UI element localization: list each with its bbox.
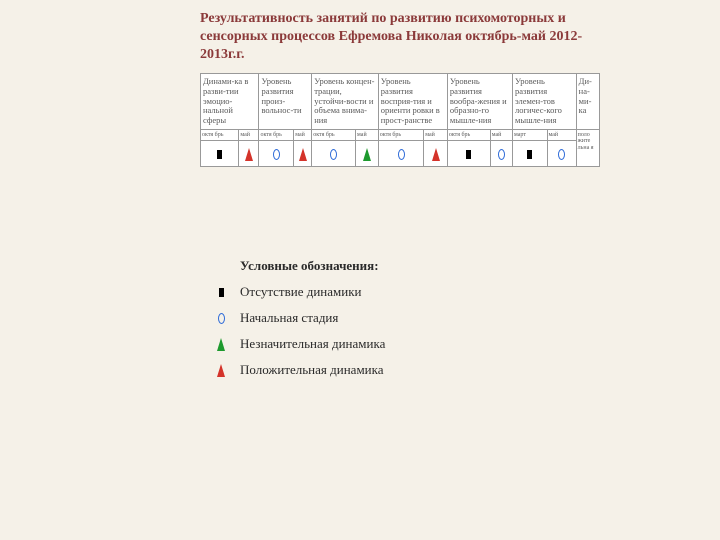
sym-8 [466,150,471,159]
legend: Условные обозначения: Отсутствие динамик… [240,258,385,388]
legend-item-1: Начальная стадия [240,310,385,326]
cell-8 [447,141,490,167]
m11: май [547,129,576,141]
sym-0 [217,150,222,159]
cell-6 [378,141,424,167]
legend-item-2: Незначительная динамика [240,336,385,352]
cell-11 [547,141,576,167]
legend-sym-2 [217,338,225,351]
header-row: Динами-ка в разви-тии эмоцио-нальной сфе… [201,74,600,130]
m0: октя брь [201,129,239,141]
icons-row [201,141,600,167]
cell-4 [312,141,356,167]
cell-0 [201,141,239,167]
m10: март [512,129,547,141]
legend-sym-0 [219,288,224,297]
results-table: Динами-ка в разви-тии эмоцио-нальной сфе… [200,73,600,167]
m7: май [424,129,448,141]
legend-text-2: Незначительная динамика [240,336,385,352]
result-label: поло жите льна я [576,129,599,167]
cell-3 [294,141,312,167]
hdr-3: Уровень развития восприя-тия и ориенти р… [378,74,447,130]
page-title: Результативность занятий по развитию пси… [200,10,600,65]
months-row: октя брь май октя брь май октя брь май о… [201,129,600,141]
legend-title: Условные обозначения: [240,258,385,274]
sym-5 [363,148,371,161]
sym-2 [273,149,280,160]
legend-text-3: Положительная динамика [240,362,384,378]
cell-2 [259,141,294,167]
m5: май [356,129,379,141]
legend-text-0: Отсутствие динамики [240,284,362,300]
legend-item-3: Положительная динамика [240,362,385,378]
m4: октя брь [312,129,356,141]
cell-9 [490,141,512,167]
sym-1 [245,148,253,161]
sym-10 [527,150,532,159]
m9: май [490,129,512,141]
sym-3 [299,148,307,161]
hdr-0: Динами-ка в разви-тии эмоцио-нальной сфе… [201,74,259,130]
hdr-4: Уровень развития вообра-жения и образно-… [447,74,512,130]
legend-sym-3 [217,364,225,377]
m2: октя брь [259,129,294,141]
m6: октя брь [378,129,424,141]
hdr-6: Ди-на-ми-ка [576,74,599,130]
sym-11 [558,149,565,160]
hdr-2: Уровень концен-трации, устойчи-вости и о… [312,74,379,130]
legend-item-0: Отсутствие динамики [240,284,385,300]
m3: май [294,129,312,141]
cell-1 [239,141,259,167]
sym-9 [498,149,505,160]
hdr-5: Уровень развития элемен-тов логичес-кого… [512,74,576,130]
cell-7 [424,141,448,167]
sym-6 [398,149,405,160]
m8: октя брь [447,129,490,141]
sym-7 [432,148,440,161]
cell-5 [356,141,379,167]
m1: май [239,129,259,141]
sym-4 [330,149,337,160]
cell-10 [512,141,547,167]
legend-sym-1 [218,313,225,324]
hdr-1: Уровень развития произ-вольнос-ти [259,74,312,130]
legend-text-1: Начальная стадия [240,310,338,326]
